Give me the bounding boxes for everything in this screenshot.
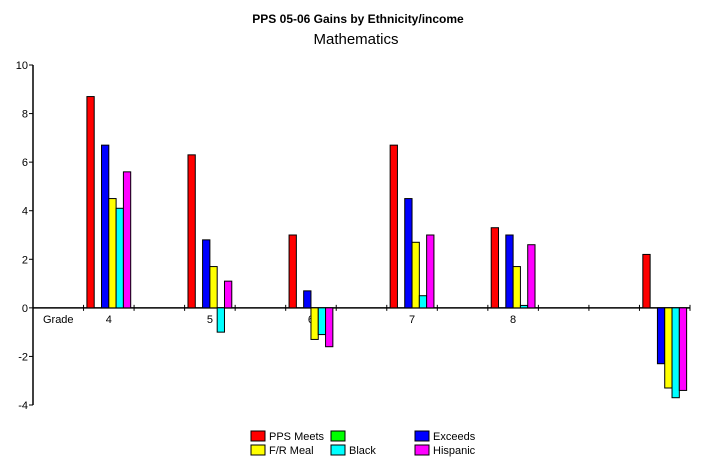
y-tick-label: -2 xyxy=(18,351,28,363)
legend-label: PPS Meets xyxy=(269,431,325,443)
y-tick-label: 10 xyxy=(16,60,28,72)
x-tick-label: 7 xyxy=(409,314,415,326)
bar-pps-meets-5 xyxy=(187,154,196,309)
legend-swatch xyxy=(330,444,346,456)
y-tick-label: 0 xyxy=(22,303,28,315)
bar-exceeds-7 xyxy=(404,198,413,309)
bar-hispanic-10 xyxy=(678,307,688,391)
y-tick-label: -4 xyxy=(18,400,28,412)
chart-title: PPS 05-06 Gains by Ethnicity/income xyxy=(252,12,464,26)
bar-hispanic-6 xyxy=(325,307,334,348)
chart-subtitle: Mathematics xyxy=(313,31,398,48)
y-tick-label: 2 xyxy=(22,254,28,266)
y-tick-label: 6 xyxy=(22,157,28,169)
bar-black-8 xyxy=(519,304,529,309)
legend-swatch xyxy=(414,430,430,442)
legend-swatch xyxy=(250,444,266,456)
bar-pps-meets-7 xyxy=(389,144,398,309)
bar-exceeds-6 xyxy=(303,290,312,309)
bar-f-r-meal-5 xyxy=(209,266,218,309)
y-tick-label: 4 xyxy=(22,206,28,218)
bar-hispanic-8 xyxy=(527,244,536,309)
bar-f-r-meal-4 xyxy=(108,198,117,309)
y-tick-label: 8 xyxy=(22,109,28,121)
legend-label: Black xyxy=(349,445,376,457)
bar-exceeds-8 xyxy=(505,234,514,309)
bar-exceeds-10 xyxy=(656,307,666,365)
bar-black-5 xyxy=(216,307,225,333)
x-tick-label: 5 xyxy=(207,314,213,326)
bar-black-10 xyxy=(671,307,680,399)
legend-label: Exceeds xyxy=(433,431,476,443)
x-tick-label: 4 xyxy=(106,314,112,326)
legend-label: F/R Meal xyxy=(269,445,314,457)
bar-f-r-meal-10 xyxy=(664,307,673,389)
legend-label: Hispanic xyxy=(433,445,476,457)
legend-swatch xyxy=(250,430,266,442)
bar-black-6 xyxy=(317,307,327,336)
x-tick-label: 8 xyxy=(510,314,516,326)
bar-hispanic-5 xyxy=(223,280,233,309)
bar-black-7 xyxy=(418,295,428,309)
bar-f-r-meal-8 xyxy=(512,266,521,309)
bar-hispanic-4 xyxy=(122,171,132,309)
bar-f-r-meal-6 xyxy=(310,307,319,340)
bar-pps-meets-8 xyxy=(490,227,500,309)
legend-swatch xyxy=(414,444,430,456)
bar-hispanic-7 xyxy=(426,234,435,309)
bar-f-r-meal-7 xyxy=(411,241,420,309)
bar-exceeds-4 xyxy=(101,144,110,309)
legend-swatch xyxy=(330,430,346,442)
x-tick-label: Grade xyxy=(43,314,74,326)
bar-pps-meets-4 xyxy=(86,96,95,309)
bar-black-4 xyxy=(115,207,124,309)
bar-pps-meets-10 xyxy=(642,253,651,309)
bar-pps-meets-6 xyxy=(288,234,297,309)
bar-exceeds-5 xyxy=(202,239,211,309)
